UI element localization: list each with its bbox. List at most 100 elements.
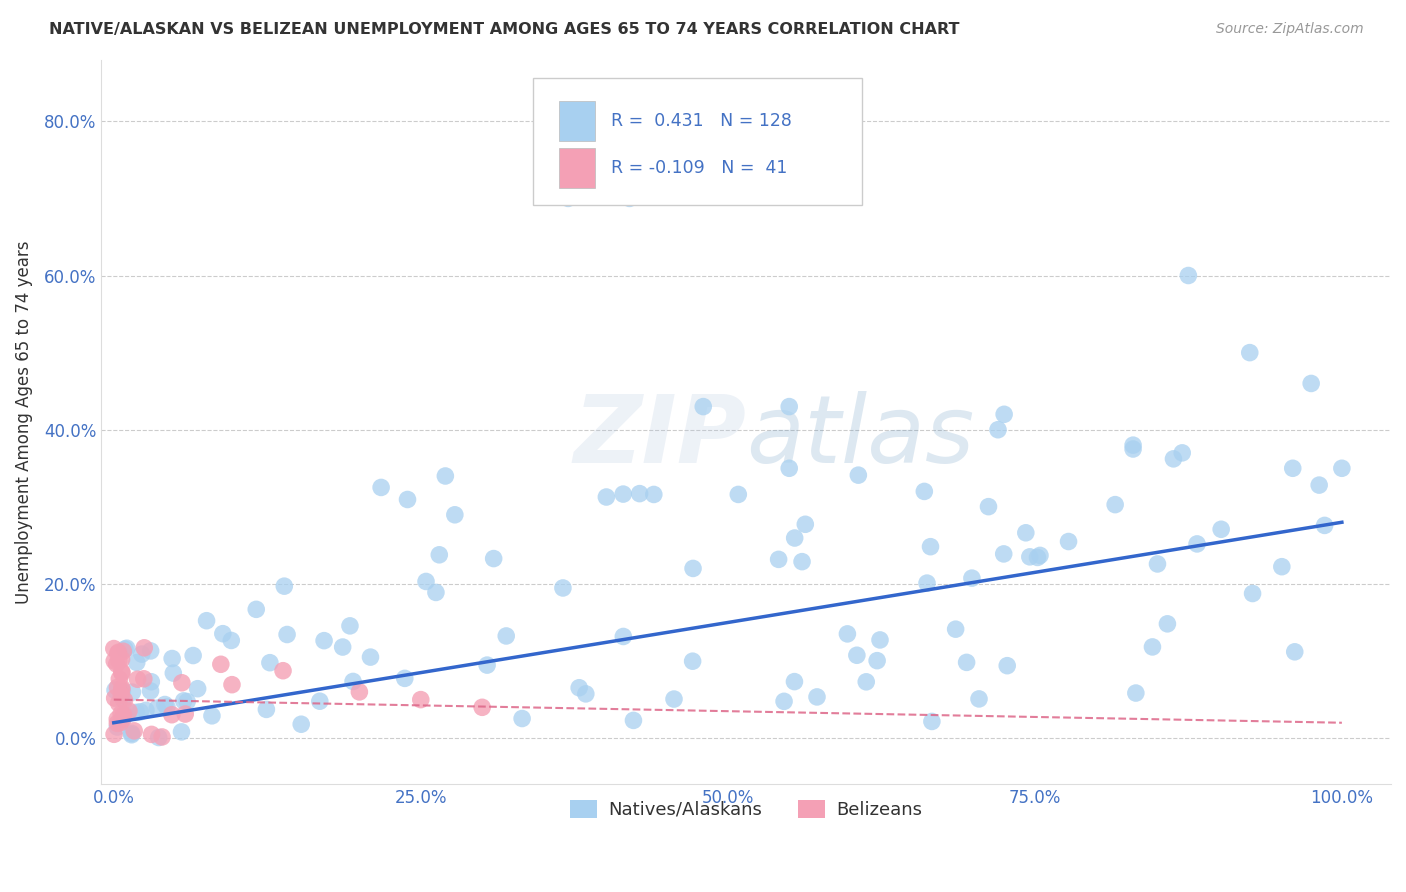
Point [105, 712, 128, 726]
Point [360, 650, 382, 665]
Point [837, 627, 859, 641]
Point [114, 642, 136, 657]
Point [141, 674, 163, 689]
Point [114, 707, 136, 722]
Point [290, 717, 312, 731]
Point [662, 692, 685, 706]
Point [682, 561, 704, 575]
Text: R = -0.109   N =  41: R = -0.109 N = 41 [610, 160, 787, 178]
Point [1284, 645, 1306, 659]
Point [209, 657, 232, 672]
Point [619, 191, 641, 205]
Point [141, 727, 163, 741]
Point [575, 687, 598, 701]
Point [427, 548, 450, 562]
Point [921, 714, 943, 729]
Point [339, 619, 361, 633]
Point [112, 710, 135, 724]
Point [121, 685, 143, 699]
Point [1122, 438, 1144, 452]
Point [1271, 559, 1294, 574]
Point [112, 644, 135, 658]
Point [768, 552, 790, 566]
Point [129, 705, 152, 719]
Point [110, 688, 132, 702]
Point [993, 547, 1015, 561]
Point [993, 407, 1015, 421]
Point [173, 694, 195, 708]
Point [134, 640, 156, 655]
Point [112, 707, 135, 722]
Point [276, 627, 298, 641]
Point [869, 632, 891, 647]
Point [425, 585, 447, 599]
Point [409, 692, 432, 706]
Bar [560, 148, 595, 188]
Point [783, 531, 806, 545]
Point [551, 581, 574, 595]
Point [482, 551, 505, 566]
Y-axis label: Unemployment Among Ages 65 to 74 years: Unemployment Among Ages 65 to 74 years [15, 240, 32, 604]
Point [773, 694, 796, 708]
Point [783, 674, 806, 689]
Point [692, 400, 714, 414]
Point [628, 486, 651, 500]
Point [105, 720, 128, 734]
Point [221, 678, 243, 692]
Point [1301, 376, 1323, 391]
Point [1313, 518, 1336, 533]
Point [444, 508, 467, 522]
Point [794, 517, 817, 532]
Point [510, 712, 533, 726]
Point [1057, 534, 1080, 549]
Point [127, 672, 149, 686]
Point [1122, 442, 1144, 456]
Point [866, 654, 889, 668]
Point [219, 633, 242, 648]
Point [107, 696, 129, 710]
Point [1104, 498, 1126, 512]
Point [912, 484, 935, 499]
Point [846, 468, 869, 483]
Point [110, 715, 132, 730]
Point [104, 683, 127, 698]
Point [111, 665, 134, 679]
Point [806, 690, 828, 704]
Point [122, 723, 145, 738]
Point [103, 727, 125, 741]
Point [312, 633, 335, 648]
Point [146, 701, 169, 715]
Point [139, 684, 162, 698]
Point [682, 654, 704, 668]
Point [1029, 549, 1052, 563]
Point [111, 712, 134, 726]
Point [103, 641, 125, 656]
Text: Source: ZipAtlas.com: Source: ZipAtlas.com [1216, 22, 1364, 37]
Point [105, 716, 128, 731]
Point [273, 579, 295, 593]
Point [727, 487, 749, 501]
Point [643, 487, 665, 501]
Point [415, 574, 437, 589]
Point [118, 704, 141, 718]
Point [131, 647, 153, 661]
Point [108, 654, 131, 668]
Point [111, 682, 134, 697]
Point [1146, 557, 1168, 571]
Point [1211, 522, 1233, 536]
Text: R =  0.431   N = 128: R = 0.431 N = 128 [610, 112, 792, 130]
Point [915, 576, 938, 591]
Point [396, 492, 419, 507]
Point [308, 694, 330, 708]
Point [111, 681, 134, 695]
Point [211, 626, 233, 640]
Point [568, 681, 591, 695]
Point [495, 629, 517, 643]
Point [115, 641, 138, 656]
Point [1026, 550, 1049, 565]
Point [139, 644, 162, 658]
Point [132, 672, 155, 686]
Point [471, 700, 494, 714]
Point [612, 630, 634, 644]
Point [153, 698, 176, 712]
